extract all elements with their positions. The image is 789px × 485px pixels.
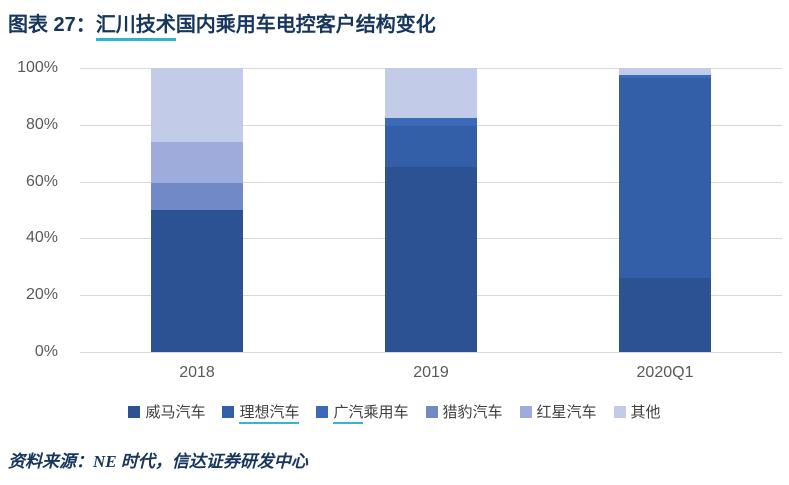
legend-stock-link[interactable]: 广汽 bbox=[333, 404, 364, 424]
figure-title-prefix: 图表 27： bbox=[8, 14, 96, 36]
bar-segment-威马汽车 bbox=[385, 167, 477, 352]
legend-swatch bbox=[222, 405, 235, 418]
legend-item-理想汽车: 理想汽车 bbox=[222, 401, 300, 424]
legend-stock-link[interactable]: 理想汽车 bbox=[239, 404, 300, 424]
bar-slot bbox=[314, 68, 548, 352]
y-tick-label: 60% bbox=[25, 172, 58, 190]
legend-label: 猎豹汽车 bbox=[442, 404, 503, 421]
gridline bbox=[80, 352, 782, 353]
bar-segment-其他 bbox=[619, 68, 711, 76]
bar-slot bbox=[80, 68, 314, 352]
bar-segment-理想汽车 bbox=[619, 77, 711, 279]
stacked-bar-2020Q1 bbox=[619, 68, 711, 352]
legend-item-红星汽车: 红星汽车 bbox=[519, 401, 597, 422]
legend-item-广汽乘用车: 广汽乘用车 bbox=[316, 401, 409, 424]
legend-label: 理想汽车 bbox=[239, 401, 300, 424]
legend-label: 广汽乘用车 bbox=[333, 401, 409, 424]
source-note: 资料来源：NE 时代，信达证券研发中心 bbox=[8, 447, 308, 472]
legend-label-rest: 乘用车 bbox=[363, 404, 409, 421]
legend-item-威马汽车: 威马汽车 bbox=[128, 401, 205, 422]
x-tick-label: 2020Q1 bbox=[636, 364, 694, 381]
y-tick-label: 20% bbox=[25, 286, 58, 304]
bar-segment-其他 bbox=[151, 68, 243, 142]
bar-segment-广汽乘用车 bbox=[619, 75, 711, 78]
bar-segment-猎豹汽车 bbox=[151, 183, 243, 210]
figure-title-stock-link[interactable]: 汇川技术 bbox=[95, 8, 176, 41]
legend-swatch bbox=[128, 405, 141, 418]
bar-slot bbox=[548, 68, 782, 352]
y-tick-label: 80% bbox=[25, 115, 58, 133]
figure-title: 图表 27：汇川技术国内乘用车电控客户结构变化 bbox=[8, 8, 436, 41]
bar-segment-威马汽车 bbox=[619, 278, 711, 352]
y-tick-label: 0% bbox=[34, 343, 58, 360]
y-tick-label: 40% bbox=[25, 229, 58, 247]
bar-segment-威马汽车 bbox=[151, 210, 243, 352]
y-tick-label: 100% bbox=[17, 59, 58, 76]
legend-swatch bbox=[316, 405, 329, 418]
figure-title-rest: 国内乘用车电控客户结构变化 bbox=[175, 14, 436, 36]
bars-row bbox=[80, 68, 782, 352]
legend-label: 其他 bbox=[630, 404, 661, 421]
x-tick-label: 2018 bbox=[179, 364, 215, 381]
legend-swatch bbox=[425, 405, 438, 418]
legend-label: 威马汽车 bbox=[145, 404, 206, 421]
chart-legend: 威马汽车 理想汽车 广汽乘用车 猎豹汽车 红星汽车 其他 bbox=[0, 401, 789, 424]
bar-segment-红星汽车 bbox=[151, 141, 243, 184]
legend-item-猎豹汽车: 猎豹汽车 bbox=[425, 401, 503, 422]
stacked-bar-2018 bbox=[151, 68, 243, 352]
legend-label: 红星汽车 bbox=[536, 404, 597, 421]
bar-segment-广汽乘用车 bbox=[385, 117, 477, 127]
x-tick-label: 2019 bbox=[413, 364, 449, 381]
legend-swatch bbox=[519, 405, 532, 418]
bar-segment-理想汽车 bbox=[385, 126, 477, 168]
legend-item-其他: 其他 bbox=[613, 401, 661, 422]
y-axis-labels: 100% 80% 60% 40% 20% 0% bbox=[0, 59, 62, 360]
plot-area bbox=[80, 68, 782, 353]
x-axis-labels: 2018 2019 2020Q1 bbox=[80, 364, 782, 382]
stacked-bar-2019 bbox=[385, 68, 477, 352]
bar-segment-其他 bbox=[385, 68, 477, 118]
legend-swatch bbox=[613, 405, 626, 418]
source-label: 资料来源： bbox=[8, 452, 93, 471]
source-text: NE 时代，信达证券研发中心 bbox=[93, 452, 308, 471]
